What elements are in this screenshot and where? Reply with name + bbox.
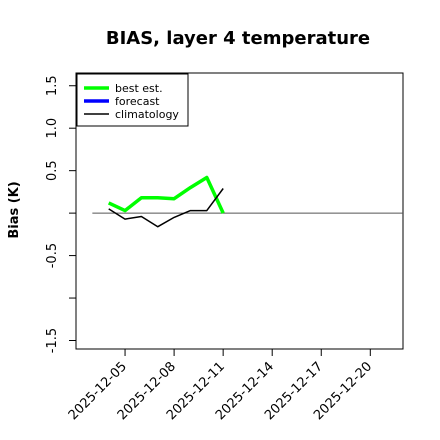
y-axis-label: Bias (K): [7, 181, 22, 238]
series-line-best-est: [107, 175, 225, 214]
legend-label-climatology: climatology: [115, 108, 179, 121]
plot-frame: [75, 72, 404, 350]
chart-title: BIAS, layer 4 temperature: [106, 28, 370, 49]
y-tick-label: 1.0: [45, 118, 60, 139]
y-tick-label: -1.5: [45, 328, 60, 353]
legend-label-forecast: forecast: [115, 95, 160, 108]
y-tick-label: 0.5: [45, 160, 60, 181]
y-tick-label: 1.5: [45, 75, 60, 96]
y-tick-label: -0.5: [45, 243, 60, 268]
series-line-climatology: [108, 188, 224, 228]
legend-label-best-est: best est.: [115, 82, 163, 95]
legend: best est. forecast climatology: [76, 73, 189, 127]
